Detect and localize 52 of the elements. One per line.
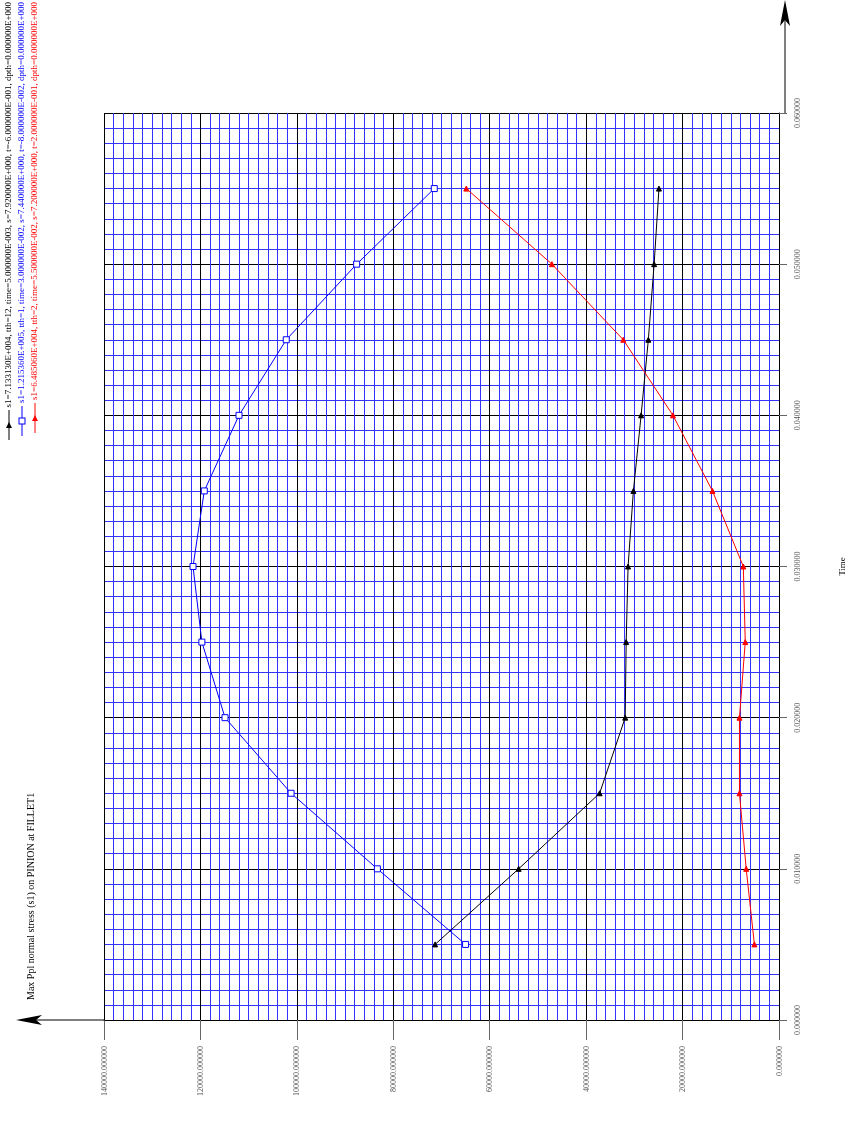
point (625, 563, 632, 570)
y-tick-label: 0.040000 (792, 400, 802, 431)
point (743, 865, 750, 872)
y-tick-label: 0.020000 (792, 702, 802, 733)
x-tick-label: 140000.000000 (99, 1046, 109, 1096)
point (630, 487, 637, 494)
point (623, 639, 630, 646)
point (287, 789, 295, 797)
point (596, 790, 603, 797)
y-tick-label: 0.030000 (792, 551, 802, 582)
x-tick-label: 80000.000000 (388, 1046, 398, 1092)
y-tick-label: 0.060000 (792, 98, 802, 128)
point (709, 487, 716, 494)
x-tick-label: 120000.000000 (195, 1046, 205, 1096)
point (221, 714, 229, 722)
x-tick-label: 40000.000000 (581, 1046, 591, 1092)
point (751, 941, 758, 948)
point (736, 714, 743, 721)
x-tick-label: 60000.000000 (485, 1046, 495, 1092)
point (638, 412, 645, 419)
point (353, 260, 361, 268)
text: s1=7.133130E+004, tth=12, time=5.000000E-003, s=7.920000E+000, t=-6.000000E-001, dpth=0.000000E+000 (3, 2, 13, 408)
point (655, 185, 662, 192)
point (235, 411, 243, 419)
y-axis-title: Time (836, 557, 847, 576)
y-tick-label: 0.050000 (792, 249, 802, 280)
point (620, 336, 627, 343)
y-tick-label: 0.010000 (792, 853, 802, 884)
y-tick-label: 0.000000 (792, 1005, 802, 1035)
point (515, 865, 522, 872)
point (742, 639, 749, 646)
text: s1=1.215360E+005, tth=1, time=3.000000E-002, s=7.440000E+000, t=-8.000000E-002, dpth=0.000000E+000 (16, 2, 26, 403)
point (736, 790, 743, 797)
point (462, 940, 470, 948)
point (651, 261, 658, 268)
point (430, 185, 438, 193)
point (200, 487, 208, 495)
point (622, 714, 629, 721)
x-tick-label: 100000.000000 (292, 1046, 302, 1096)
x-tick-label: 20000.000000 (678, 1046, 688, 1092)
point (645, 336, 652, 343)
text: Max Ppl normal stress (s1) on PINION at FILLET1 (24, 792, 37, 1000)
point (740, 563, 747, 570)
point (463, 185, 470, 192)
point (373, 865, 381, 873)
point (548, 261, 555, 268)
point (669, 412, 676, 419)
point (432, 941, 439, 948)
point (282, 336, 290, 344)
point (198, 638, 206, 646)
text: s1=6.485060E+004, tth=2, time=5.500000E-002, s=7.200000E+000, t=2.000000E-001, dpth=0.000000E+000 (29, 2, 39, 400)
point (189, 563, 197, 570)
